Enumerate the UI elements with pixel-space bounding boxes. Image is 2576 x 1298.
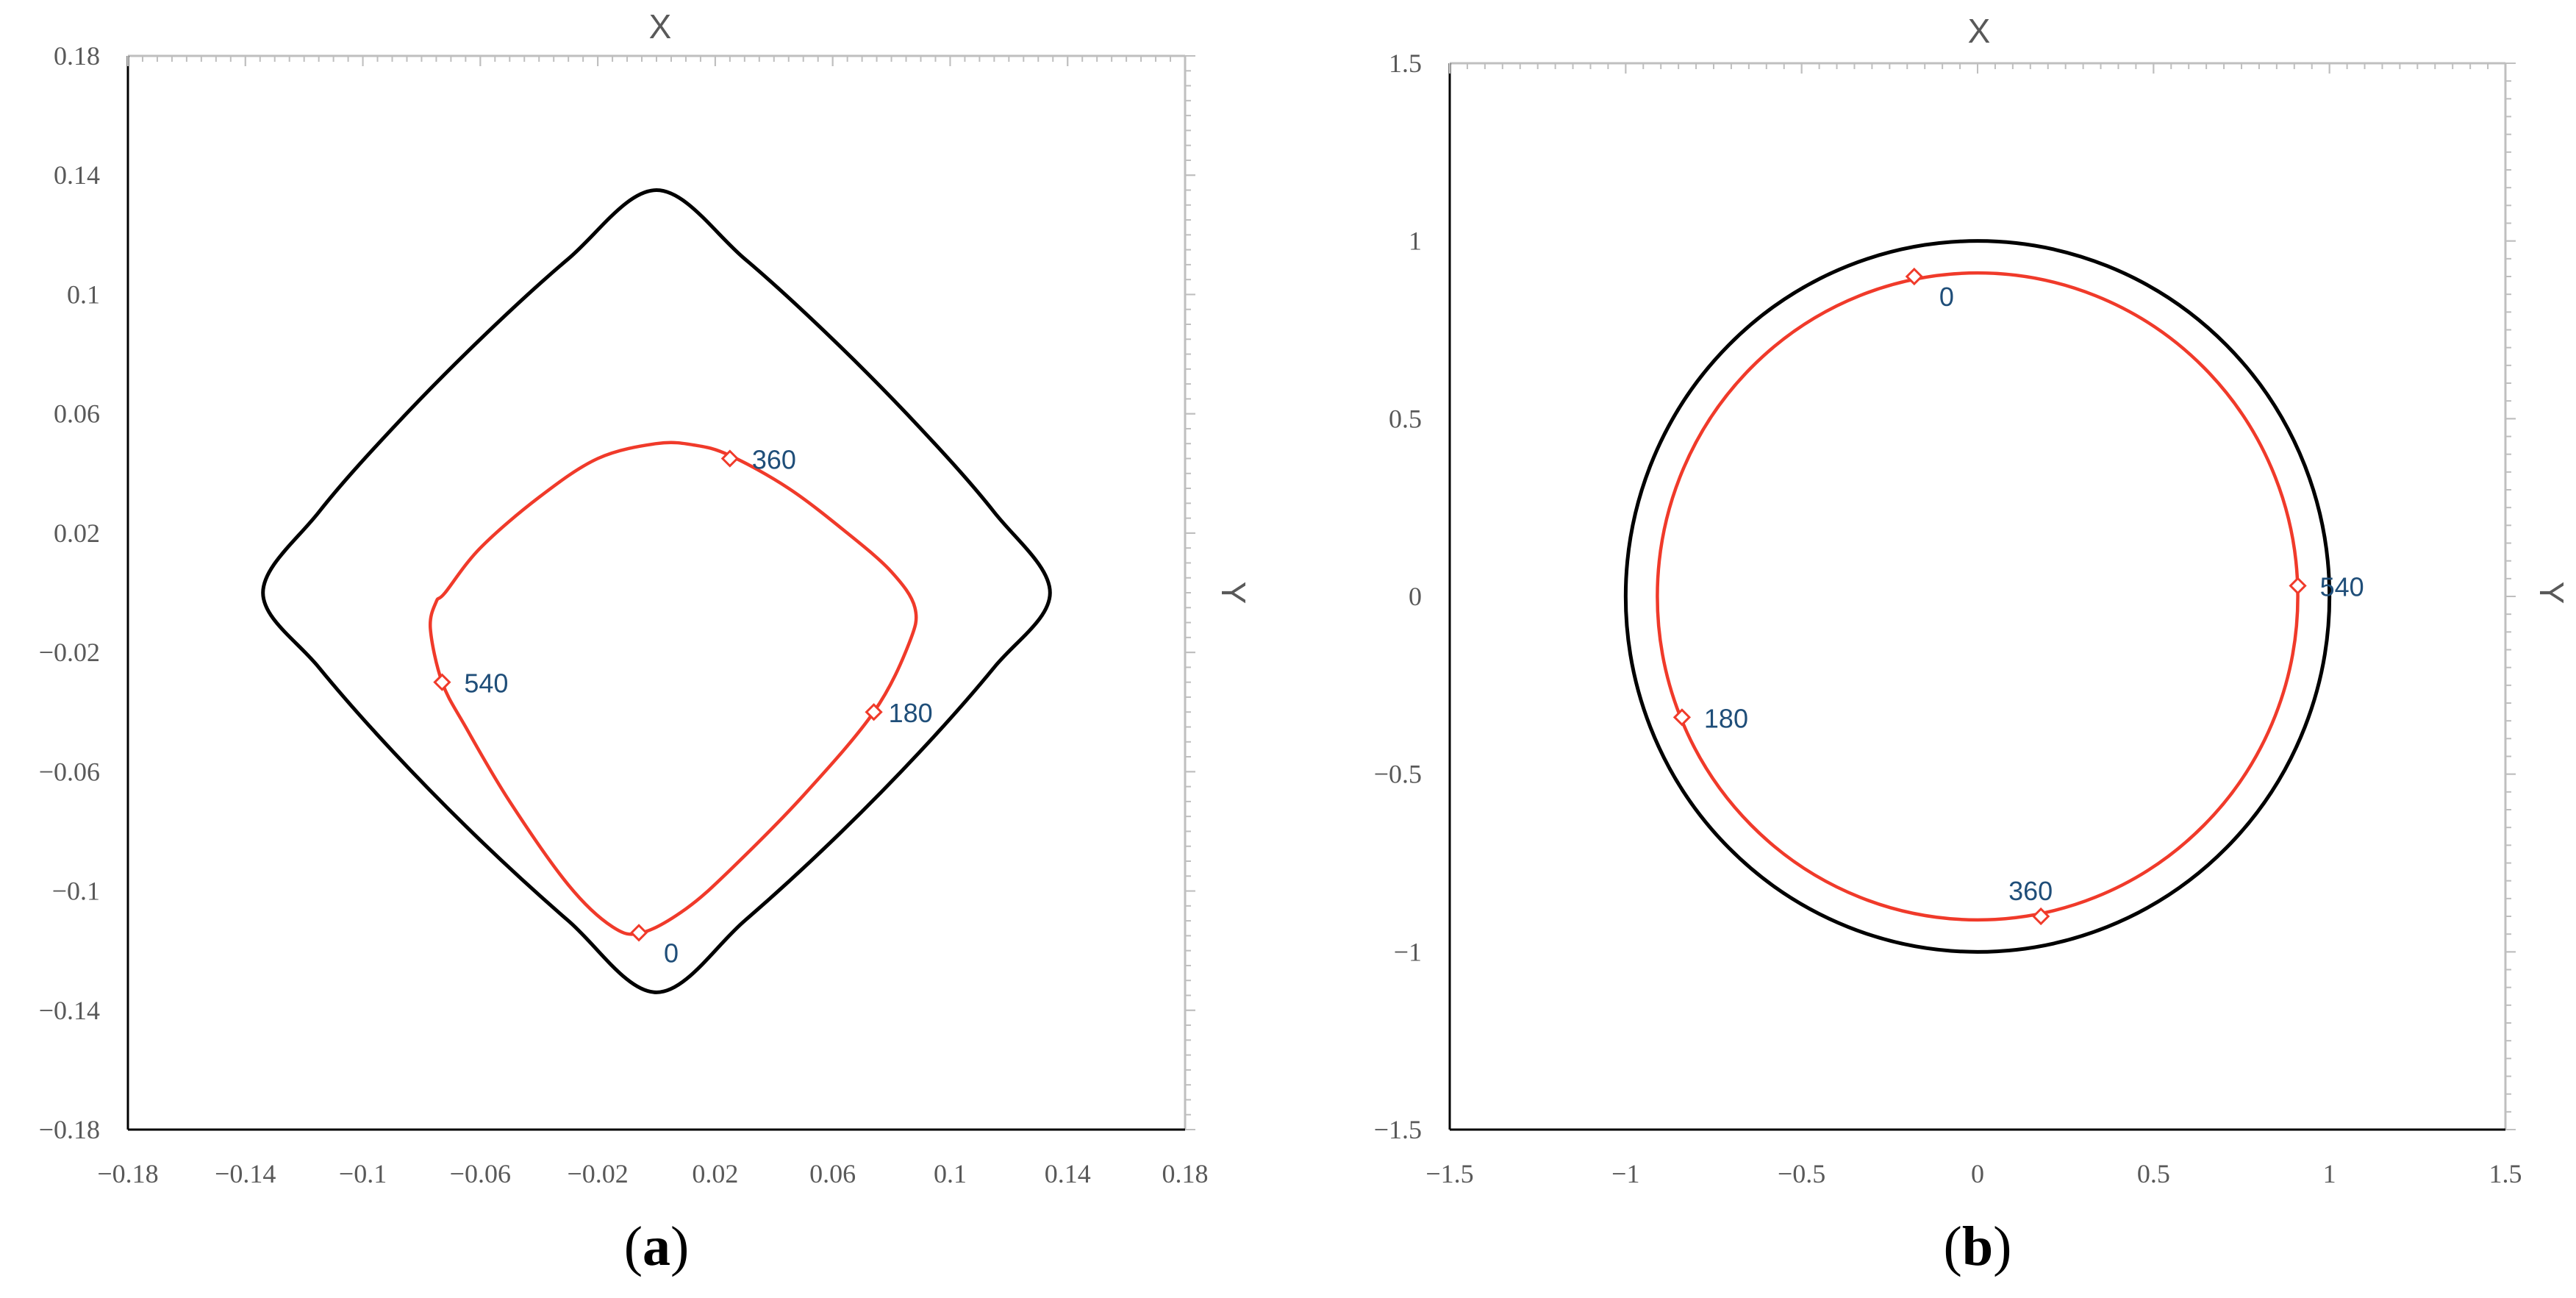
x-tick-label: 0.14 [1045, 1159, 1091, 1188]
panel-caption: (b) [1944, 1216, 2012, 1277]
marker-label-180: 180 [1704, 703, 1748, 733]
boundary-curve [1623, 239, 2332, 954]
x-tick-label: 0.18 [1162, 1159, 1209, 1188]
x-tick-label: 0.02 [692, 1159, 738, 1188]
y-tick-label: 0.02 [54, 518, 100, 548]
panel-caption-letter: b [1962, 1216, 1993, 1277]
x-tick-label: −0.02 [567, 1159, 628, 1188]
marker-540 [2289, 577, 2307, 595]
marker-540 [433, 673, 451, 691]
y-tick-label: 0.1 [67, 279, 100, 309]
marker-label-0: 0 [664, 938, 679, 968]
x-tick-label: 0.5 [2137, 1159, 2170, 1188]
marker-label-180: 180 [889, 698, 933, 728]
boundary-curve [261, 188, 1052, 994]
marker-180 [1672, 708, 1692, 727]
x-tick-label: −0.5 [1778, 1159, 1825, 1188]
trajectory-curve [1656, 271, 2300, 922]
marker-label-360: 360 [2008, 876, 2053, 906]
y-tick-label: 0.14 [54, 160, 100, 190]
marker-0 [1905, 267, 1923, 286]
x-axis-title: X [1968, 12, 1991, 50]
marker-0 [629, 924, 648, 942]
x-tick-label: −0.14 [215, 1159, 276, 1188]
y-tick-label: 0.5 [1389, 404, 1422, 433]
x-tick-label: 0.1 [934, 1159, 967, 1188]
marker-360 [2032, 907, 2050, 926]
x-tick-label: 1 [2323, 1159, 2336, 1188]
x-tick-label: −0.06 [450, 1159, 511, 1188]
y-tick-label: −1.5 [1374, 1115, 1422, 1144]
marker-label-540: 540 [464, 668, 508, 699]
y-tick-label: −0.5 [1374, 760, 1422, 789]
marker-360 [720, 449, 739, 468]
panel-caption: (a) [624, 1216, 690, 1277]
y-tick-label: −0.06 [39, 757, 100, 786]
marker-label-0: 0 [1939, 282, 1954, 312]
x-axis-title: X [649, 7, 672, 46]
y-axis-title: Y [1214, 582, 1253, 605]
x-tick-label: −0.1 [339, 1159, 387, 1188]
marker-label-540: 540 [2320, 572, 2364, 602]
y-tick-label: −0.18 [39, 1115, 100, 1144]
y-tick-label: 0 [1409, 582, 1422, 611]
x-tick-label: 0.06 [809, 1159, 856, 1188]
y-tick-label: 1 [1409, 227, 1422, 256]
x-tick-label: −0.18 [97, 1159, 158, 1188]
panel-caption-letter: a [643, 1216, 670, 1277]
y-tick-label: 0.18 [54, 41, 100, 71]
x-tick-label: 0 [1971, 1159, 1984, 1188]
y-tick-label: 0.06 [54, 399, 100, 429]
x-tick-label: −1.5 [1425, 1159, 1473, 1188]
panel-b: −1.5 −1 −0.5 0 0.5 1 1.5 1.5 1 0.5 0 −0.5 −1 −1.5 X Y 0 1… [1374, 12, 2571, 1277]
marker-180 [865, 703, 883, 721]
y-axis-title: Y [2533, 582, 2571, 605]
marker-label-360: 360 [752, 445, 796, 475]
panel-a: −0.18 −0.14 −0.1 −0.06 −0.02 0.02 0.06 0.1 0.14 0… [39, 7, 1253, 1277]
x-tick-label: −1 [1611, 1159, 1639, 1188]
x-tick-label: 1.5 [2489, 1159, 2522, 1188]
y-tick-label: −0.1 [52, 877, 100, 906]
y-tick-label: −0.02 [39, 638, 100, 667]
y-tick-label: 1.5 [1389, 49, 1422, 78]
y-tick-label: −1 [1394, 937, 1422, 966]
y-tick-label: −0.14 [39, 996, 100, 1025]
